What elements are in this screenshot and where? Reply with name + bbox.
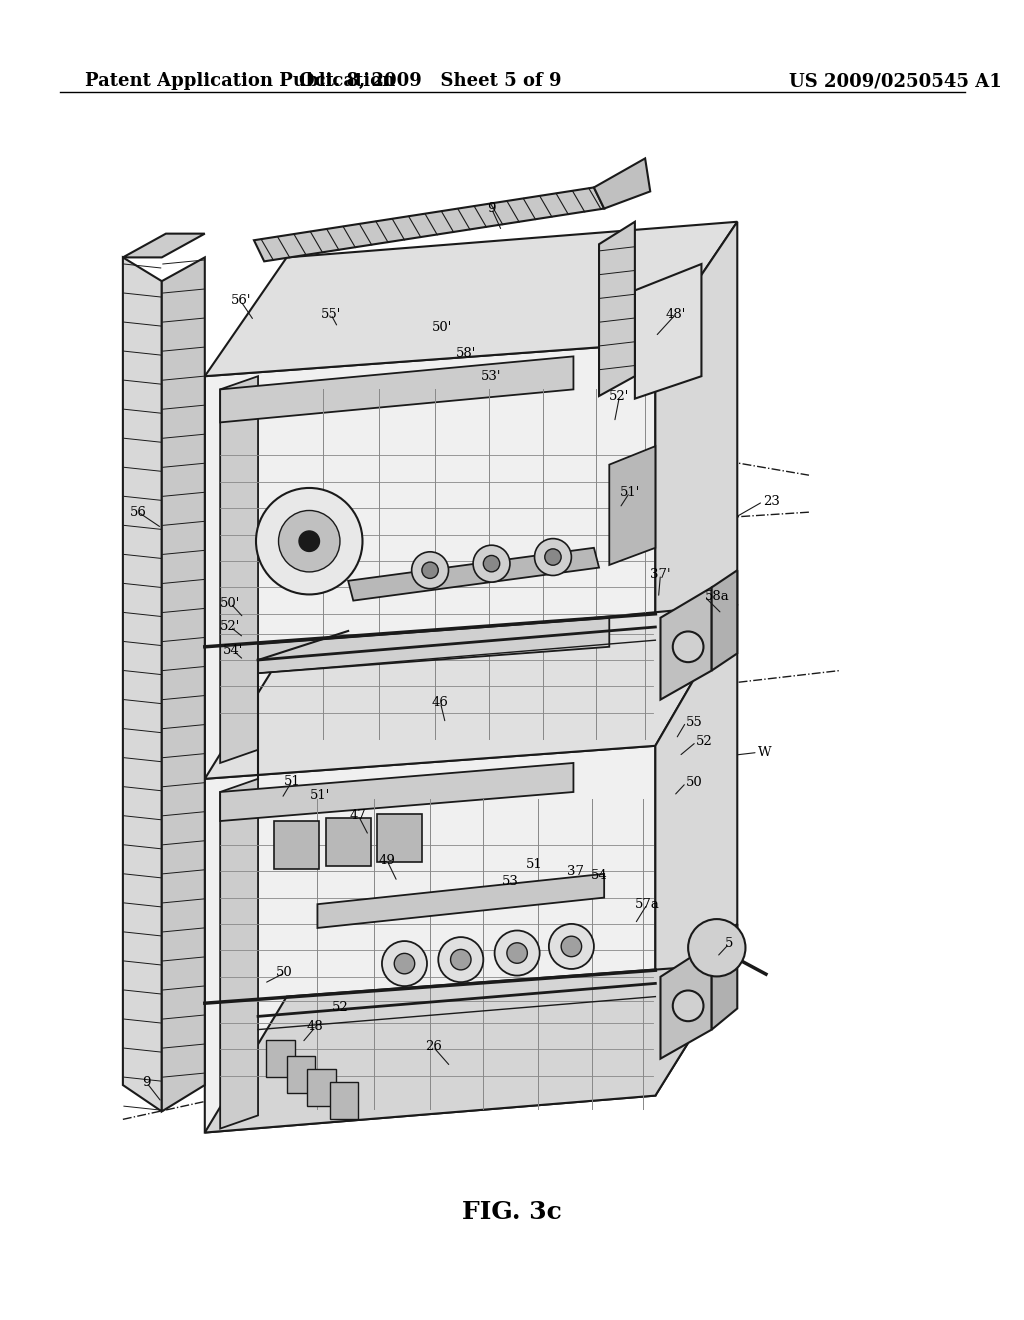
- Text: 52: 52: [332, 1001, 348, 1014]
- Text: 50': 50': [432, 321, 453, 334]
- Text: 48: 48: [307, 1020, 324, 1034]
- Text: 52: 52: [696, 735, 713, 748]
- Text: 53: 53: [502, 875, 518, 888]
- Text: 23: 23: [763, 495, 779, 508]
- Polygon shape: [258, 618, 609, 673]
- Text: 52': 52': [220, 620, 241, 634]
- Text: Oct. 8, 2009   Sheet 5 of 9: Oct. 8, 2009 Sheet 5 of 9: [299, 73, 561, 90]
- Text: 54': 54': [223, 644, 244, 657]
- Text: Patent Application Publication: Patent Application Publication: [85, 73, 395, 90]
- Circle shape: [256, 488, 362, 594]
- Text: 37': 37': [650, 568, 671, 581]
- Polygon shape: [655, 222, 737, 746]
- Text: 56: 56: [130, 506, 146, 519]
- Circle shape: [545, 549, 561, 565]
- Polygon shape: [205, 222, 737, 376]
- Polygon shape: [599, 222, 635, 396]
- Text: 51: 51: [526, 858, 543, 871]
- Polygon shape: [712, 570, 737, 671]
- Text: 37: 37: [567, 865, 584, 878]
- Circle shape: [299, 531, 319, 552]
- Circle shape: [549, 924, 594, 969]
- Polygon shape: [377, 814, 422, 862]
- Polygon shape: [326, 818, 371, 866]
- Circle shape: [412, 552, 449, 589]
- Text: 55: 55: [686, 715, 702, 729]
- Circle shape: [438, 937, 483, 982]
- Circle shape: [382, 941, 427, 986]
- Polygon shape: [274, 821, 319, 869]
- Polygon shape: [205, 605, 737, 779]
- Text: 49: 49: [379, 854, 395, 867]
- Text: 55': 55': [321, 308, 341, 321]
- Polygon shape: [205, 746, 655, 1133]
- Polygon shape: [220, 376, 258, 763]
- Text: 54: 54: [591, 869, 607, 882]
- Text: 51': 51': [310, 789, 331, 803]
- Polygon shape: [220, 763, 573, 821]
- Text: 50: 50: [276, 966, 293, 979]
- Circle shape: [688, 919, 745, 977]
- Polygon shape: [254, 187, 604, 261]
- Circle shape: [495, 931, 540, 975]
- Circle shape: [422, 562, 438, 578]
- Polygon shape: [307, 1069, 336, 1106]
- Circle shape: [279, 511, 340, 572]
- Polygon shape: [220, 779, 258, 1129]
- Circle shape: [673, 990, 703, 1022]
- Text: 52': 52': [609, 389, 630, 403]
- Text: 47: 47: [350, 809, 367, 822]
- Circle shape: [394, 953, 415, 974]
- Polygon shape: [123, 234, 205, 257]
- Polygon shape: [655, 605, 737, 1096]
- Polygon shape: [609, 446, 655, 565]
- Text: 50': 50': [220, 597, 241, 610]
- Polygon shape: [287, 1056, 315, 1093]
- Polygon shape: [660, 944, 712, 1059]
- Polygon shape: [594, 158, 650, 209]
- Circle shape: [535, 539, 571, 576]
- Polygon shape: [348, 548, 599, 601]
- Polygon shape: [330, 1082, 358, 1119]
- Circle shape: [451, 949, 471, 970]
- Polygon shape: [205, 964, 737, 1133]
- Polygon shape: [123, 257, 162, 1111]
- Polygon shape: [317, 874, 604, 928]
- Text: 9: 9: [487, 202, 496, 215]
- Text: 46: 46: [432, 696, 449, 709]
- Polygon shape: [635, 264, 701, 399]
- Text: 51: 51: [284, 775, 300, 788]
- Text: 50: 50: [686, 776, 702, 789]
- Polygon shape: [220, 356, 573, 422]
- Polygon shape: [660, 587, 712, 700]
- Polygon shape: [162, 257, 205, 1111]
- Text: 48': 48': [666, 308, 686, 321]
- Text: W: W: [758, 746, 771, 759]
- Text: 58': 58': [456, 347, 476, 360]
- Text: 58a: 58a: [705, 590, 729, 603]
- Text: 9: 9: [142, 1076, 151, 1089]
- Circle shape: [561, 936, 582, 957]
- Text: 56': 56': [230, 294, 251, 308]
- Circle shape: [673, 631, 703, 663]
- Circle shape: [473, 545, 510, 582]
- Text: 53': 53': [481, 370, 502, 383]
- Polygon shape: [205, 343, 655, 779]
- Text: 51': 51': [620, 486, 640, 499]
- Text: US 2009/0250545 A1: US 2009/0250545 A1: [788, 73, 1001, 90]
- Text: 26: 26: [425, 1040, 441, 1053]
- Polygon shape: [266, 1040, 295, 1077]
- Polygon shape: [712, 924, 737, 1030]
- Text: 5: 5: [725, 937, 733, 950]
- Text: FIG. 3c: FIG. 3c: [462, 1200, 562, 1224]
- Circle shape: [507, 942, 527, 964]
- Circle shape: [483, 556, 500, 572]
- Text: 57a: 57a: [635, 898, 659, 911]
